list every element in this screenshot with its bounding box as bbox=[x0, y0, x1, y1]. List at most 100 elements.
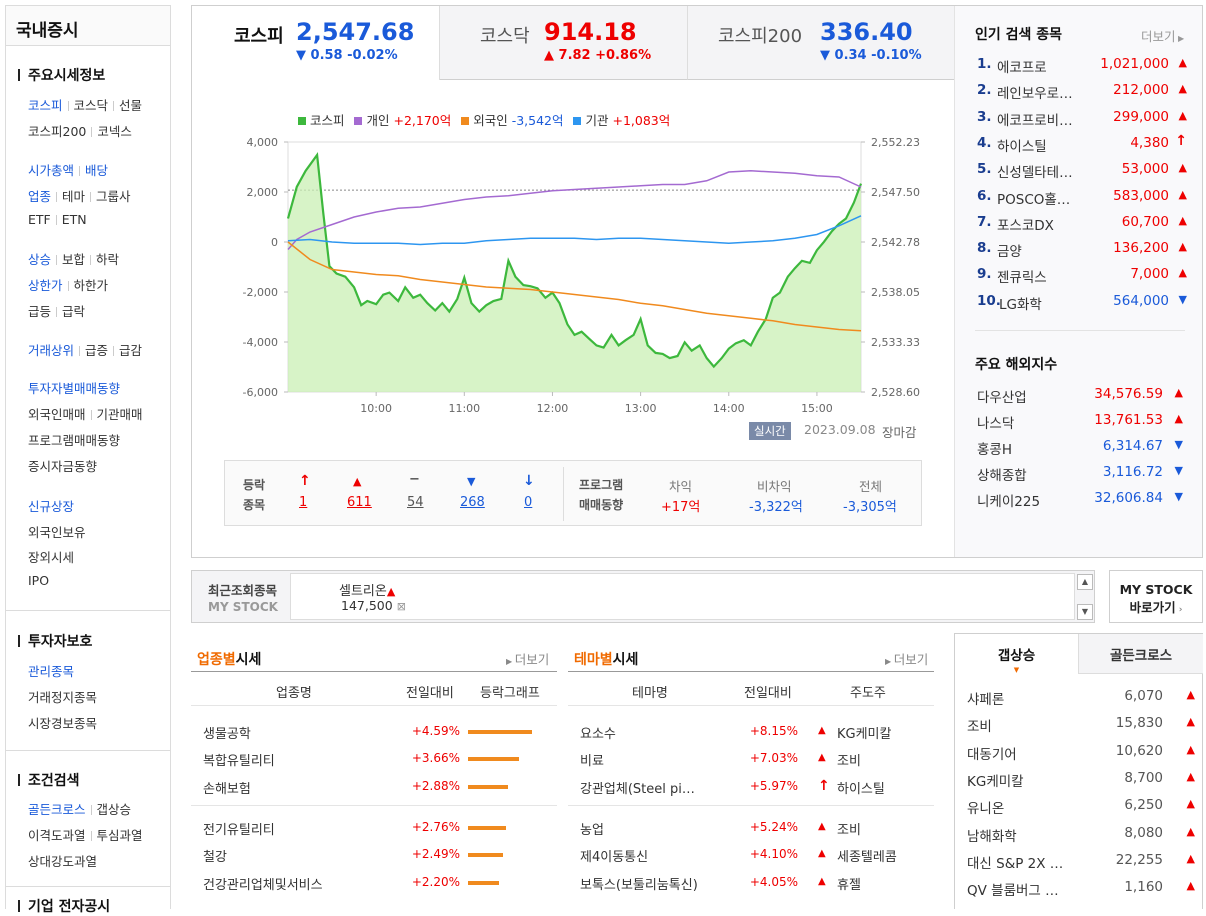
gap-item[interactable]: 유니온 6,250 ▲ bbox=[967, 797, 1195, 823]
sidebar-item-etn[interactable]: ETN bbox=[61, 212, 87, 227]
lower-count[interactable]: 0 bbox=[524, 495, 533, 510]
scroll-up-button[interactable]: ▲ bbox=[1077, 574, 1093, 590]
gap-item[interactable]: QV 블룸버그 … 1,160 ▲ bbox=[967, 879, 1195, 905]
sector-more-link[interactable]: ▶ 더보기 bbox=[506, 649, 549, 668]
popular-item[interactable]: 3. 에코프로비… 299,000 ▲ bbox=[977, 109, 1187, 135]
popular-item[interactable]: 7. 포스코DX 60,700 ▲ bbox=[977, 214, 1187, 240]
sidebar-item-group[interactable]: 그룹사 bbox=[96, 189, 131, 204]
popular-more-link[interactable]: 더보기 ▶ bbox=[1141, 26, 1184, 45]
sector-pct: +2.20% bbox=[411, 875, 460, 889]
flat-count[interactable]: 54 bbox=[407, 495, 424, 510]
gap-item[interactable]: 대신 S&P 2X … 22,255 ▲ bbox=[967, 852, 1195, 878]
popular-item[interactable]: 6. POSCO홀… 583,000 ▲ bbox=[977, 188, 1187, 214]
sidebar-item-futures[interactable]: 선물 bbox=[119, 98, 143, 113]
sidebar-item-theme[interactable]: 테마 bbox=[62, 189, 86, 204]
sidebar-item-kospi[interactable]: 코스피 bbox=[28, 98, 63, 113]
sidebar-item-rsi[interactable]: 상대강도과열 bbox=[28, 854, 98, 869]
y-left-tick-label: 4,000 bbox=[247, 136, 279, 149]
sidebar-row: 거래정지종목 bbox=[28, 687, 97, 706]
lead-stock[interactable]: 세종텔레콤 bbox=[837, 850, 897, 865]
tab-kospi[interactable]: 코스피 2,547.68 ▼ 0.58 -0.02% bbox=[192, 6, 440, 80]
sidebar-title[interactable]: 국내증시 bbox=[6, 6, 170, 46]
sidebar-item-foreign-trade[interactable]: 외국인매매 bbox=[28, 407, 86, 422]
disclosure-heading[interactable]: 기업 전자공시 bbox=[18, 896, 110, 916]
sidebar-item-market-cap[interactable]: 시가총액 bbox=[28, 163, 75, 178]
sidebar-item-offhours[interactable]: 장외시세 bbox=[28, 550, 75, 565]
gap-item[interactable]: KG케미칼 8,700 ▲ bbox=[967, 770, 1195, 796]
gap-item[interactable]: 남해화학 8,080 ▲ bbox=[967, 825, 1195, 851]
sidebar-item-vol-dec[interactable]: 급감 bbox=[119, 343, 143, 358]
index-value: 13,761.53 bbox=[1094, 412, 1163, 428]
sidebar-item-lower-limit[interactable]: 하한가 bbox=[73, 278, 109, 293]
sidebar-item-golden[interactable]: 골든크로스 bbox=[28, 802, 86, 817]
lead-stock[interactable]: 조비 bbox=[837, 754, 861, 769]
popular-item[interactable]: 1. 에코프로 1,021,000 ▲ bbox=[977, 56, 1187, 82]
sidebar-item-etf[interactable]: ETF bbox=[28, 212, 51, 227]
upper-count[interactable]: 1 bbox=[299, 495, 308, 510]
sidebar-item-deposit-trend[interactable]: 증시자금동향 bbox=[28, 459, 98, 474]
sidebar-item-foreign-holding[interactable]: 외국인보유 bbox=[28, 525, 86, 540]
overseas-item[interactable]: 상해종합 3,116.72 ▼ bbox=[977, 464, 1187, 490]
lead-stock[interactable]: 하이스틸 bbox=[837, 782, 885, 797]
mystock-button-label: MY STOCK bbox=[1119, 582, 1193, 597]
popular-item[interactable]: 4. 하이스틸 4,380 ↑ bbox=[977, 133, 1187, 161]
recent-stock-name: 셀트리온 bbox=[339, 584, 387, 599]
sidebar-item-inst-trade[interactable]: 기관매매 bbox=[96, 407, 143, 422]
overseas-item[interactable]: 홍콩H 6,314.67 ▼ bbox=[977, 438, 1187, 464]
sidebar-item-program-trend[interactable]: 프로그램매매동향 bbox=[28, 433, 121, 448]
sidebar-item-rise[interactable]: 상승 bbox=[28, 252, 52, 267]
sector-name: 복합유틸리티 bbox=[203, 754, 275, 769]
sidebar-item-kosdaq[interactable]: 코스닥 bbox=[73, 98, 109, 113]
lead-stock[interactable]: 조비 bbox=[837, 823, 861, 838]
sidebar-item-managed[interactable]: 관리종목 bbox=[28, 664, 75, 679]
rank: 5. bbox=[977, 161, 992, 178]
popular-item[interactable]: 8. 금양 136,200 ▲ bbox=[977, 240, 1187, 266]
rise-count[interactable]: 611 bbox=[347, 495, 372, 510]
sidebar-item-volume-top[interactable]: 거래상위 bbox=[28, 343, 75, 358]
sidebar-item-konex[interactable]: 코넥스 bbox=[97, 124, 132, 139]
gap-item[interactable]: 조비 15,830 ▲ bbox=[967, 715, 1195, 741]
sidebar-row: 장외시세 bbox=[28, 547, 74, 566]
sidebar-item-disparity[interactable]: 이격도과열 bbox=[28, 828, 86, 843]
sidebar-item-flat[interactable]: 보합 bbox=[62, 252, 86, 267]
legend-foreign: 외국인 bbox=[473, 113, 508, 128]
sidebar-item-gap-up[interactable]: 갭상승 bbox=[96, 802, 132, 817]
lead-stock[interactable]: KG케미칼 bbox=[837, 727, 892, 742]
sidebar-item-vol-inc[interactable]: 급증 bbox=[85, 343, 109, 358]
sidebar-item-psycho[interactable]: 투심과열 bbox=[96, 828, 143, 843]
sidebar-item-halted[interactable]: 거래정지종목 bbox=[28, 690, 98, 705]
sidebar-item-fall[interactable]: 하락 bbox=[96, 252, 120, 267]
gap-item[interactable]: 대동기어 10,620 ▲ bbox=[967, 743, 1195, 769]
overseas-item[interactable]: 다우산업 34,576.59 ▲ bbox=[977, 386, 1187, 412]
sidebar-item-warning[interactable]: 시장경보종목 bbox=[28, 716, 98, 731]
tab-kospi200[interactable]: 코스피200 336.40 ▼ 0.34 -0.10% bbox=[688, 6, 954, 80]
tab-kosdaq[interactable]: 코스닥 914.18 ▲ 7.82 +0.86% bbox=[440, 6, 688, 80]
tab-golden-cross[interactable]: 골든크로스 bbox=[1079, 634, 1203, 674]
overseas-item[interactable]: 니케이225 32,606.84 ▼ bbox=[977, 490, 1187, 516]
sidebar-item-investor-trend[interactable]: 투자자별매매동향 bbox=[28, 381, 121, 396]
sidebar-item-sector[interactable]: 업종 bbox=[28, 189, 52, 204]
theme-more-link[interactable]: ▶ 더보기 bbox=[885, 649, 928, 668]
remove-icon[interactable]: ⊠ bbox=[396, 600, 406, 613]
sidebar-item-surge[interactable]: 급등 bbox=[28, 304, 52, 319]
mystock-shortcut-button[interactable]: MY STOCK 바로가기 › bbox=[1109, 570, 1203, 623]
index-name: 나스닥 bbox=[977, 416, 1015, 432]
scroll-down-button[interactable]: ▼ bbox=[1077, 604, 1093, 620]
sidebar-item-plunge[interactable]: 급락 bbox=[62, 304, 86, 319]
gap-item[interactable]: 샤페론 6,070 ▲ bbox=[967, 688, 1195, 714]
popular-item[interactable]: 2. 레인보우로… 212,000 ▲ bbox=[977, 82, 1187, 108]
sidebar-item-dividend[interactable]: 배당 bbox=[85, 163, 109, 178]
tab-gap-up[interactable]: 갭상승 ▼ bbox=[955, 634, 1079, 674]
sidebar-item-kospi200[interactable]: 코스피200 bbox=[28, 124, 87, 139]
lead-stock[interactable]: 휴젤 bbox=[837, 878, 861, 893]
sidebar-item-new-listing[interactable]: 신규상장 bbox=[28, 499, 75, 514]
sidebar-item-upper-limit[interactable]: 상한가 bbox=[28, 278, 63, 293]
recent-stock-item[interactable]: 셀트리온▲ bbox=[339, 580, 395, 599]
divider bbox=[6, 886, 170, 887]
sidebar-item-ipo[interactable]: IPO bbox=[28, 573, 50, 588]
popular-item[interactable]: 9. 젠큐릭스 7,000 ▲ bbox=[977, 266, 1187, 292]
overseas-item[interactable]: 나스닥 13,761.53 ▲ bbox=[977, 412, 1187, 438]
popular-item[interactable]: 5. 신성델타테… 53,000 ▲ bbox=[977, 161, 1187, 187]
fall-count[interactable]: 268 bbox=[460, 495, 485, 510]
popular-item[interactable]: 10. LG화학 564,000 ▼ bbox=[977, 293, 1187, 319]
